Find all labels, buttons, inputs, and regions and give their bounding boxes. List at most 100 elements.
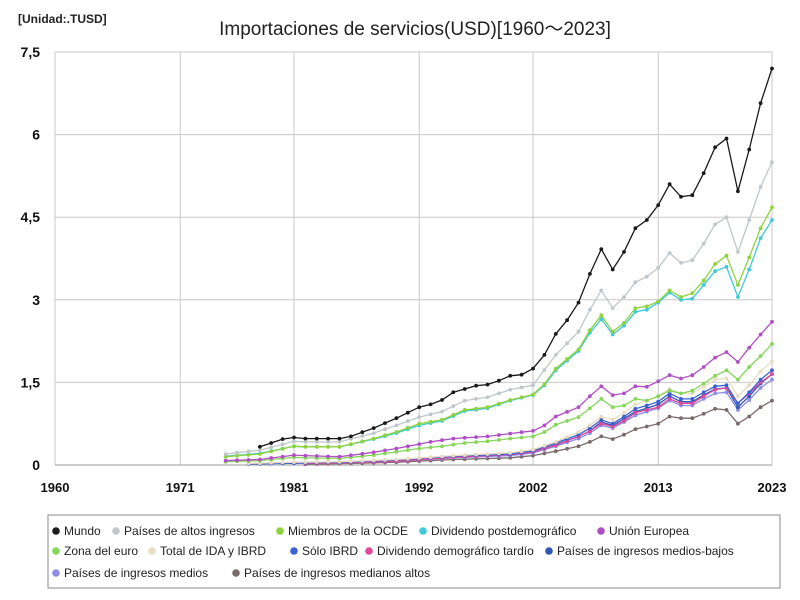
data-point bbox=[542, 423, 547, 428]
data-point bbox=[690, 296, 695, 301]
legend-marker bbox=[52, 527, 60, 535]
data-point bbox=[644, 307, 649, 312]
data-point bbox=[610, 267, 615, 272]
data-point bbox=[531, 434, 535, 439]
data-point bbox=[553, 422, 558, 427]
legend-label: Sólo IBRD bbox=[302, 544, 358, 558]
data-point bbox=[440, 438, 444, 443]
data-point bbox=[508, 373, 513, 378]
data-point bbox=[360, 458, 365, 463]
data-point bbox=[258, 444, 262, 449]
data-point bbox=[485, 395, 490, 400]
data-point bbox=[758, 405, 763, 410]
data-point bbox=[235, 450, 240, 455]
data-point bbox=[644, 218, 649, 222]
data-point bbox=[280, 446, 285, 451]
data-point bbox=[576, 415, 581, 419]
data-point bbox=[667, 414, 672, 419]
x-tick-label: 2023 bbox=[758, 480, 787, 495]
data-point bbox=[599, 247, 604, 252]
legend-marker bbox=[545, 547, 553, 555]
data-point bbox=[701, 365, 706, 369]
data-point bbox=[417, 421, 422, 426]
data-point bbox=[497, 401, 501, 406]
data-point bbox=[508, 451, 513, 455]
data-point bbox=[747, 147, 752, 152]
data-point bbox=[223, 454, 228, 459]
data-point bbox=[713, 391, 717, 396]
data-point bbox=[736, 408, 740, 412]
data-point bbox=[633, 306, 638, 310]
data-point bbox=[633, 397, 638, 401]
data-point bbox=[337, 436, 342, 441]
data-point bbox=[679, 297, 683, 302]
data-point bbox=[690, 291, 695, 296]
data-point bbox=[269, 449, 274, 454]
data-point bbox=[531, 429, 535, 433]
data-point bbox=[588, 272, 592, 276]
data-point bbox=[588, 423, 592, 428]
data-point bbox=[462, 441, 467, 445]
data-point bbox=[303, 440, 308, 444]
data-point bbox=[690, 397, 695, 401]
data-point bbox=[667, 182, 672, 187]
data-point bbox=[770, 66, 774, 71]
data-point bbox=[679, 261, 683, 265]
data-point bbox=[610, 424, 615, 429]
data-point bbox=[383, 427, 387, 432]
legend-entry: Países de ingresos medianos altos bbox=[232, 566, 430, 580]
data-point bbox=[497, 378, 501, 383]
data-point bbox=[736, 394, 740, 399]
data-point bbox=[485, 434, 490, 439]
data-point bbox=[553, 332, 558, 336]
data-point bbox=[758, 377, 763, 382]
legend-entry: Total de IDA y IBRD bbox=[148, 544, 266, 558]
data-point bbox=[349, 442, 353, 446]
data-point bbox=[633, 402, 638, 407]
legend-label: Miembros de la OCDE bbox=[288, 524, 408, 538]
data-point bbox=[588, 426, 592, 430]
data-point bbox=[747, 255, 752, 260]
data-point bbox=[667, 391, 672, 396]
data-point bbox=[508, 431, 513, 436]
data-point bbox=[235, 458, 240, 463]
data-point bbox=[679, 376, 683, 381]
data-point bbox=[451, 442, 456, 447]
data-point bbox=[713, 377, 717, 382]
data-point bbox=[337, 440, 342, 444]
x-tick-label: 2013 bbox=[644, 480, 673, 495]
y-tick-label: 6 bbox=[32, 127, 40, 143]
legend-label: Dividendo postdemográfico bbox=[431, 524, 577, 538]
legend-marker bbox=[276, 527, 284, 535]
data-point bbox=[690, 416, 695, 421]
data-point bbox=[223, 458, 228, 463]
data-point bbox=[474, 452, 478, 457]
data-point bbox=[314, 460, 319, 464]
data-point bbox=[371, 426, 376, 430]
data-point bbox=[599, 384, 604, 389]
data-point bbox=[497, 433, 501, 437]
data-point bbox=[269, 460, 274, 465]
data-point bbox=[542, 443, 547, 448]
data-point bbox=[747, 394, 752, 399]
data-point bbox=[394, 430, 399, 434]
data-point bbox=[326, 436, 330, 441]
data-point bbox=[337, 454, 342, 459]
legend-label: Países de altos ingresos bbox=[124, 524, 255, 538]
data-point bbox=[758, 185, 763, 189]
data-point bbox=[770, 368, 774, 373]
data-point bbox=[599, 417, 604, 422]
data-point bbox=[713, 387, 717, 392]
data-point bbox=[576, 405, 581, 410]
legend-label: Dividendo demográfico tardío bbox=[377, 544, 534, 558]
data-point bbox=[622, 432, 626, 437]
data-point bbox=[383, 421, 387, 425]
legend-marker bbox=[232, 569, 240, 577]
data-point bbox=[701, 394, 706, 399]
data-point bbox=[417, 446, 422, 451]
legend-entry: Unión Europea bbox=[597, 524, 689, 538]
series-mundo bbox=[258, 66, 774, 449]
data-point bbox=[269, 445, 274, 450]
data-point bbox=[724, 136, 729, 141]
data-point bbox=[667, 397, 672, 401]
